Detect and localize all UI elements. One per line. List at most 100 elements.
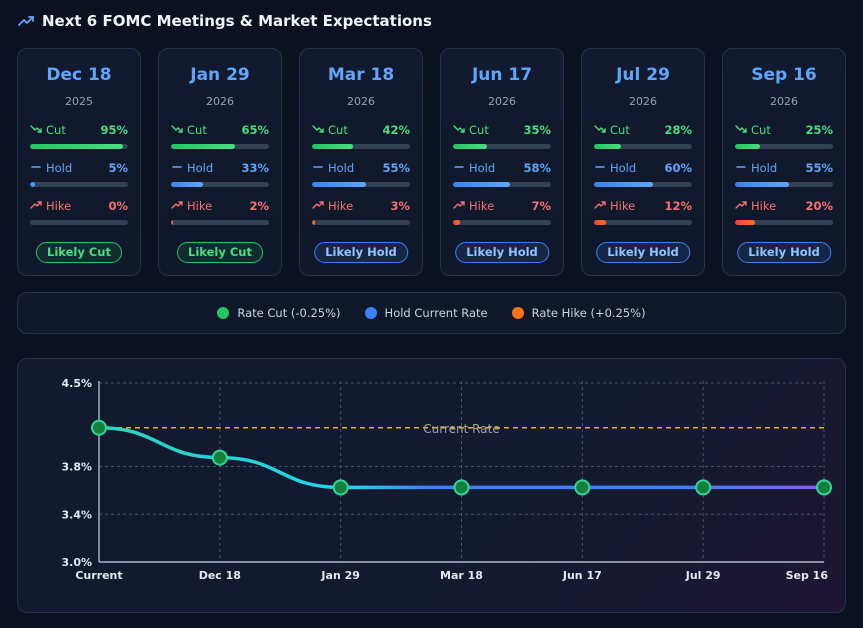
minus-icon	[594, 161, 606, 175]
y-tick-label: 3.8%	[61, 461, 92, 474]
x-tick-label: Jun 17	[562, 569, 602, 582]
legend-dot	[511, 307, 524, 319]
outcome-badge: Likely Cut	[36, 242, 122, 263]
outcome-badge: Likely Hold	[455, 242, 549, 263]
hike-probability-fill	[735, 220, 755, 225]
legend-item: Hold Current Rate	[364, 306, 488, 320]
hike-row: Hike 0%	[30, 199, 128, 213]
cut-probability-bar	[453, 144, 551, 149]
cut-probability-bar	[312, 144, 410, 149]
cut-probability: 25%	[805, 123, 833, 137]
meeting-date: Dec 18	[46, 65, 112, 85]
cut-row: Cut 28%	[594, 123, 692, 137]
rate-path-chart: 4.5% 3.8% 3.4% 3.0% Current Dec 18 Jan 29 Mar 1…	[17, 358, 846, 613]
trending-up-icon	[30, 199, 42, 213]
hike-probability: 0%	[108, 199, 128, 213]
hold-label: Hold	[594, 161, 636, 175]
trending-up-icon	[735, 199, 747, 213]
cut-probability-bar	[594, 144, 692, 149]
hike-probability-bar	[312, 220, 410, 225]
hold-probability-bar	[30, 182, 128, 187]
cut-probability-fill	[30, 144, 124, 149]
legend: Rate Cut (-0.25%) Hold Current Rate Rate H…	[17, 292, 846, 334]
rate-point	[211, 449, 228, 466]
trending-up-icon	[453, 199, 465, 213]
cut-probability: 28%	[664, 123, 692, 137]
hike-probability: 7%	[531, 199, 551, 213]
x-tick-label: Jan 29	[320, 569, 359, 582]
hike-probability-fill	[453, 220, 460, 225]
outcome-badge: Likely Hold	[314, 242, 408, 263]
x-tick-label: Jul 29	[685, 569, 721, 582]
cut-row: Cut 95%	[30, 123, 128, 137]
cut-probability-fill	[453, 144, 488, 149]
meeting-card: Mar 18 2026 Cut 42% Hold 55% Hike 3% Likely Hold	[299, 48, 423, 276]
legend-label: Hold Current Rate	[384, 306, 488, 320]
hold-label: Hold	[30, 161, 72, 175]
hike-probability-bar	[453, 220, 551, 225]
meeting-date: Jul 29	[616, 65, 670, 85]
hike-label: Hike	[30, 199, 71, 213]
meeting-date: Sep 16	[751, 65, 817, 85]
meeting-date: Mar 18	[327, 65, 395, 85]
trending-down-icon	[312, 123, 324, 137]
cut-label: Cut	[735, 123, 771, 137]
hold-probability-fill	[171, 182, 204, 187]
hike-label: Hike	[453, 199, 494, 213]
minus-icon	[171, 161, 183, 175]
page-header: Next 6 FOMC Meetings & Market Expectatio…	[18, 10, 432, 32]
cut-label: Cut	[30, 123, 66, 137]
hold-row: Hold 58%	[453, 161, 551, 175]
outcome-badge: Likely Hold	[596, 242, 690, 263]
hike-probability: 2%	[249, 199, 269, 213]
page-title: Next 6 FOMC Meetings & Market Expectatio…	[42, 12, 432, 30]
cut-label: Cut	[594, 123, 630, 137]
cut-probability: 65%	[241, 123, 269, 137]
hike-label: Hike	[735, 199, 776, 213]
hold-probability: 60%	[664, 161, 692, 175]
hike-probability-bar	[594, 220, 692, 225]
y-tick-label: 4.5%	[61, 377, 92, 390]
minus-icon	[453, 161, 465, 175]
legend-item: Rate Hike (+0.25%)	[511, 306, 646, 320]
hike-probability-fill	[171, 220, 173, 225]
hold-probability: 33%	[241, 161, 269, 175]
hold-label: Hold	[312, 161, 354, 175]
legend-label: Rate Cut (-0.25%)	[237, 306, 341, 320]
rate-point	[91, 419, 107, 436]
trending-up-icon	[18, 16, 34, 26]
meeting-card: Jul 29 2026 Cut 28% Hold 60% Hike 12% Likely Hol…	[581, 48, 705, 276]
cut-row: Cut 35%	[453, 123, 551, 137]
hold-probability-fill	[453, 182, 510, 187]
meeting-year: 2026	[206, 95, 234, 108]
hike-row: Hike 12%	[594, 199, 692, 213]
meeting-cards: Dec 18 2025 Cut 95% Hold 5% Hike 0% Likely Cut Ja…	[17, 48, 846, 276]
cut-probability-bar	[30, 144, 128, 149]
cut-probability: 95%	[100, 123, 128, 137]
minus-icon	[735, 161, 747, 175]
meeting-year: 2026	[347, 95, 375, 108]
hold-row: Hold 55%	[312, 161, 410, 175]
y-tick-label: 3.4%	[61, 508, 92, 521]
cut-label: Cut	[312, 123, 348, 137]
hike-probability-fill	[594, 220, 606, 225]
rate-point	[574, 479, 591, 496]
hold-probability: 55%	[805, 161, 833, 175]
cut-probability-bar	[171, 144, 269, 149]
cut-label: Cut	[453, 123, 489, 137]
rate-path-svg: 4.5% 3.8% 3.4% 3.0%Current Dec 18 Jan 29 Mar 1…	[61, 377, 832, 582]
hold-probability-bar	[594, 182, 692, 187]
trending-up-icon	[312, 199, 324, 213]
hold-label: Hold	[735, 161, 777, 175]
x-tick-label: Mar 18	[440, 569, 483, 582]
x-tick-label: Current	[75, 569, 122, 582]
hike-probability: 3%	[390, 199, 410, 213]
meeting-date: Jun 17	[471, 65, 533, 85]
meeting-year: 2026	[629, 95, 657, 108]
hike-label: Hike	[171, 199, 212, 213]
cut-row: Cut 42%	[312, 123, 410, 137]
cut-probability-bar	[735, 144, 833, 149]
hold-label: Hold	[171, 161, 213, 175]
hike-probability-bar	[735, 220, 833, 225]
rate-point	[816, 479, 832, 496]
